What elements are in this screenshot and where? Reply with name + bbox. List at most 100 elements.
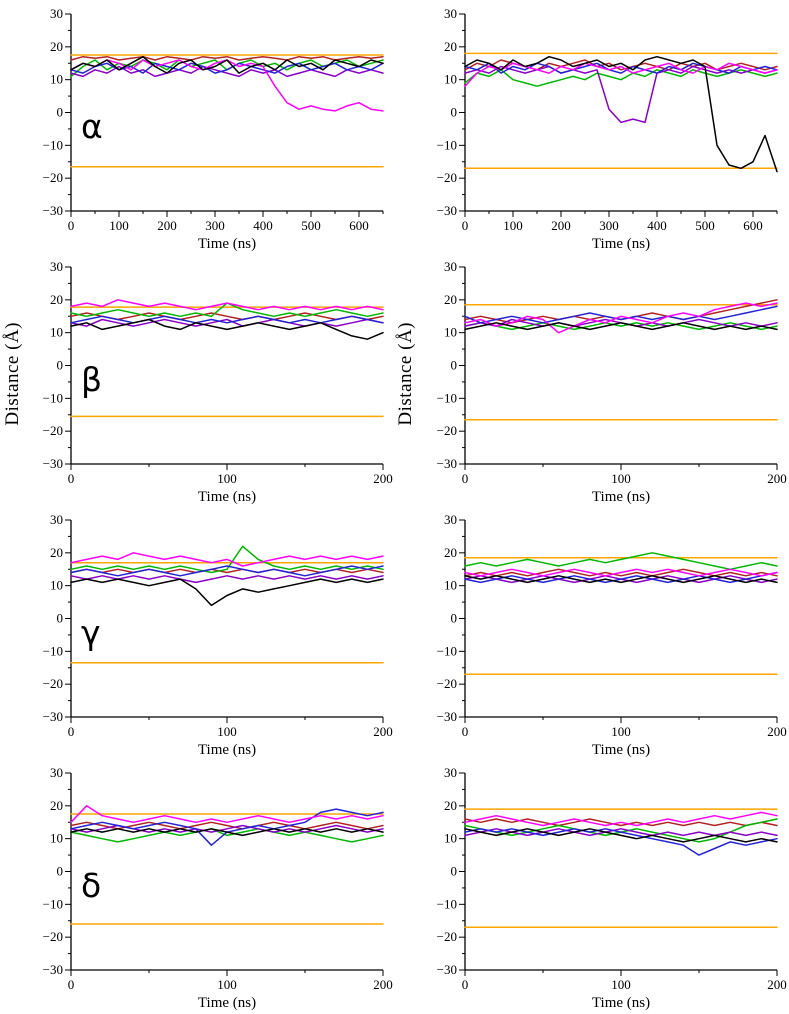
svg-text:200: 200 [551,218,571,233]
svg-text:0: 0 [462,977,469,992]
svg-text:−20: −20 [43,423,63,438]
svg-text:−20: −20 [437,929,457,944]
svg-text:0: 0 [451,611,458,626]
svg-text:200: 200 [373,471,393,486]
svg-text:30: 30 [50,259,63,274]
svg-text:−10: −10 [437,643,457,658]
svg-text:100: 100 [503,218,523,233]
svg-text:−30: −30 [437,709,457,724]
svg-text:−20: −20 [437,170,457,185]
svg-text:10: 10 [50,72,63,87]
svg-text:−30: −30 [43,203,63,218]
svg-text:10: 10 [444,831,457,846]
svg-text:200: 200 [373,977,393,992]
svg-text:0: 0 [57,358,64,373]
svg-text:100: 100 [611,471,631,486]
svg-text:300: 300 [599,218,619,233]
svg-text:100: 100 [217,471,237,486]
svg-text:−30: −30 [43,709,63,724]
svg-text:−10: −10 [43,896,63,911]
svg-text:500: 500 [695,218,715,233]
svg-text:−10: −10 [437,390,457,405]
svg-text:0: 0 [451,105,458,120]
svg-text:−10: −10 [43,390,63,405]
svg-text:200: 200 [767,724,787,739]
panel-beta-right: −30 −20 −10 0 10 20 30 0 100 200 Time (ns) [419,255,787,508]
panel-alpha-right: −30 −20 −10 0 10 20 30 0 100 200 300 400 500 600 Time … [419,2,787,255]
svg-text:−30: −30 [437,962,457,977]
svg-text:20: 20 [50,545,63,560]
svg-text:300: 300 [205,218,225,233]
svg-text:0: 0 [68,218,75,233]
chart-gamma-left: −30 −20 −10 0 10 20 30 0 100 200 Time (ns) [43,512,393,758]
svg-text:30: 30 [50,765,63,780]
svg-text:−30: −30 [437,456,457,471]
svg-text:10: 10 [444,72,457,87]
svg-text:Time (ns): Time (ns) [198,236,256,252]
svg-text:Time (ns): Time (ns) [592,995,650,1011]
svg-text:100: 100 [217,724,237,739]
svg-text:0: 0 [68,471,75,486]
svg-text:30: 30 [50,512,63,527]
svg-text:0: 0 [451,864,458,879]
panel-gamma-right: −30 −20 −10 0 10 20 30 0 100 200 Time (ns) [419,508,787,761]
panel-alpha-left: −30 −20 −10 0 10 20 30 0 100 200 300 400 500 600 Time … [25,2,393,255]
svg-text:200: 200 [373,724,393,739]
svg-text:400: 400 [647,218,667,233]
svg-text:0: 0 [57,105,64,120]
panel-gamma-left: −30 −20 −10 0 10 20 30 0 100 200 Time (ns) γ [25,508,393,761]
svg-text:30: 30 [444,259,457,274]
svg-text:30: 30 [444,6,457,21]
svg-text:−20: −20 [43,929,63,944]
panel-beta-left: −30 −20 −10 0 10 20 30 0 100 200 Time (ns) β [25,255,393,508]
svg-text:100: 100 [611,977,631,992]
svg-text:10: 10 [50,831,63,846]
svg-text:−30: −30 [43,456,63,471]
svg-text:30: 30 [50,6,63,21]
svg-text:Time (ns): Time (ns) [198,742,256,758]
svg-text:20: 20 [50,798,63,813]
svg-text:Time (ns): Time (ns) [592,489,650,505]
svg-text:Time (ns): Time (ns) [592,236,650,252]
panel-delta-left: −30 −20 −10 0 10 20 30 0 100 200 Time (ns) δ [25,761,393,1014]
svg-text:−30: −30 [437,203,457,218]
svg-text:20: 20 [50,292,63,307]
chart-beta-right: −30 −20 −10 0 10 20 30 0 100 200 Time (ns) [437,259,787,505]
chart-delta-right: −30 −20 −10 0 10 20 30 0 100 200 Time (ns) [437,765,787,1011]
svg-text:100: 100 [611,724,631,739]
svg-text:10: 10 [444,325,457,340]
svg-text:0: 0 [68,724,75,739]
svg-text:30: 30 [444,765,457,780]
svg-text:0: 0 [462,724,469,739]
chart-grid: −30 −20 −10 0 10 20 30 0 100 200 300 400 500 600 Time … [25,2,787,1013]
svg-text:20: 20 [444,292,457,307]
svg-text:20: 20 [444,798,457,813]
svg-text:0: 0 [462,218,469,233]
svg-text:−10: −10 [437,896,457,911]
svg-text:0: 0 [57,611,64,626]
svg-text:−30: −30 [43,962,63,977]
chart-gamma-right: −30 −20 −10 0 10 20 30 0 100 200 Time (ns) [437,512,787,758]
y-axis-label-left: Distance (Å) [2,322,23,426]
chart-beta-left: −30 −20 −10 0 10 20 30 0 100 200 Time (ns) [43,259,393,505]
svg-text:20: 20 [444,545,457,560]
svg-text:0: 0 [462,471,469,486]
svg-text:−10: −10 [43,137,63,152]
svg-text:200: 200 [767,977,787,992]
svg-text:100: 100 [109,218,129,233]
svg-text:0: 0 [68,977,75,992]
svg-text:20: 20 [444,39,457,54]
svg-text:0: 0 [451,358,458,373]
svg-text:200: 200 [157,218,177,233]
svg-text:Time (ns): Time (ns) [198,489,256,505]
svg-text:600: 600 [743,218,763,233]
svg-text:10: 10 [444,578,457,593]
svg-text:Time (ns): Time (ns) [198,995,256,1011]
svg-text:−20: −20 [437,423,457,438]
svg-text:100: 100 [217,977,237,992]
panel-delta-right: −30 −20 −10 0 10 20 30 0 100 200 Time (ns) [419,761,787,1014]
svg-text:10: 10 [50,325,63,340]
